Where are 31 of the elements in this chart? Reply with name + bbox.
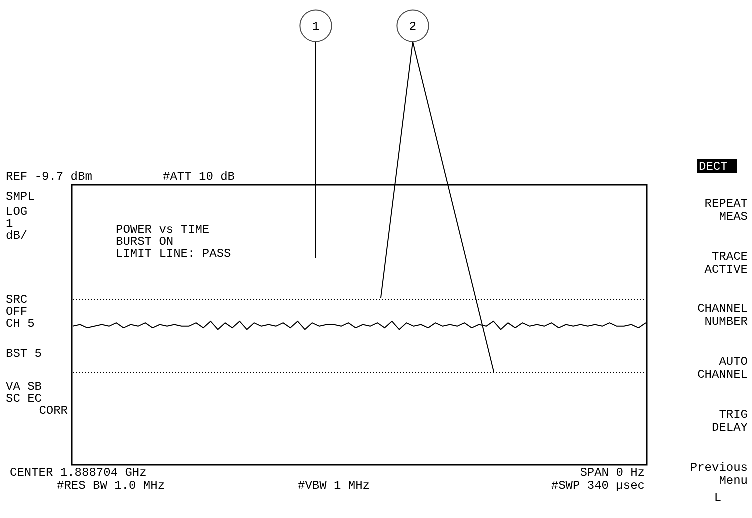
text: TRIG DELAY: [712, 408, 748, 435]
text: SC EC: [6, 392, 42, 406]
text: 1: [6, 217, 14, 231]
text: dB/: [6, 229, 28, 243]
text: CORR: [39, 404, 68, 418]
text: LOG: [6, 205, 28, 219]
text: TRACE ACTIVE: [704, 250, 748, 277]
text: LIMIT LINE: PASS: [116, 247, 232, 261]
text: SRC: [6, 293, 28, 307]
text: BST 5: [6, 347, 42, 361]
text: DECT: [699, 160, 728, 174]
text: AUTO CHANNEL: [698, 355, 748, 382]
text: SPAN 0 Hz: [580, 466, 645, 480]
text: 1: [312, 20, 320, 34]
text: CHANNEL NUMBER: [698, 302, 748, 329]
text: #RES BW 1.0 MHz: [57, 479, 166, 493]
text: SMPL: [6, 190, 35, 204]
text: CENTER 1.888704 GHz: [10, 466, 147, 480]
text: 2: [409, 20, 417, 34]
text: BURST ON: [116, 235, 174, 249]
text: L: [714, 491, 722, 505]
text: #VBW 1 MHz: [298, 479, 370, 493]
text: POWER vs TIME: [116, 223, 210, 237]
text: Previous Menu: [690, 461, 748, 488]
text: #ATT 10 dB: [163, 170, 236, 184]
text: REF -9.7 dBm: [6, 170, 92, 184]
text: CH 5: [6, 317, 35, 331]
text: VA SB: [6, 380, 42, 394]
text: #SWP 340 µsec: [551, 479, 645, 493]
text: REPEAT MEAS: [704, 197, 748, 224]
text: OFF: [6, 305, 28, 319]
